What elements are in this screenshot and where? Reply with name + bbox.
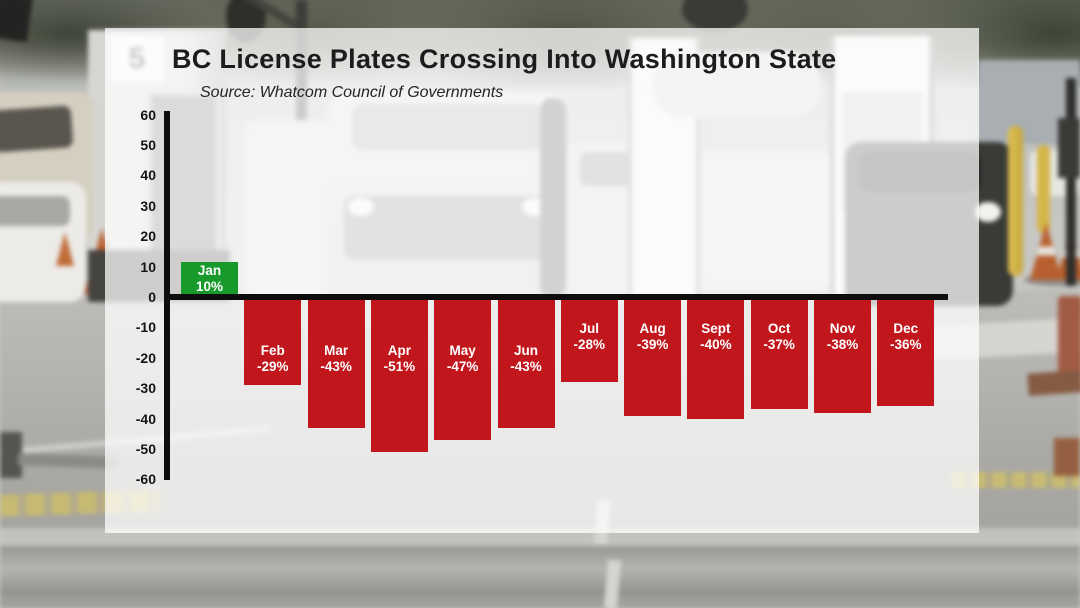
bar-label: Mar -43% bbox=[308, 343, 365, 375]
bar-value-label: -51% bbox=[383, 359, 416, 374]
bar-label: Aug -39% bbox=[624, 321, 681, 353]
bar-jul: Jul -28% bbox=[560, 297, 618, 383]
terracotta-barrier bbox=[1058, 296, 1080, 392]
zero-baseline bbox=[164, 294, 948, 300]
bar-value-label: -38% bbox=[826, 337, 859, 352]
bar-label: Feb -29% bbox=[244, 343, 301, 375]
bar-value-label: -40% bbox=[700, 337, 732, 352]
bar-month-label: Mar bbox=[324, 343, 349, 358]
bar-value-label: -36% bbox=[890, 337, 922, 352]
bar-value-label: -29% bbox=[257, 359, 289, 374]
bar-value-label: -39% bbox=[636, 337, 669, 352]
bar-aug: Aug -39% bbox=[624, 297, 682, 416]
brown-object-lower-right bbox=[1054, 438, 1080, 476]
bar-dec: Dec -36% bbox=[877, 297, 935, 407]
bar-value-label: 10% bbox=[195, 279, 224, 295]
bar-sept: Sept -40% bbox=[687, 297, 745, 419]
chart-panel-overlay bbox=[105, 28, 979, 533]
bar-value-label: -37% bbox=[763, 337, 795, 352]
y-tick-label: 20 bbox=[140, 228, 156, 245]
bar-month-label: Nov bbox=[829, 321, 856, 336]
white-suv-left-window bbox=[0, 196, 70, 226]
y-tick-label: -30 bbox=[135, 380, 156, 397]
bar-jan: Jan 10% bbox=[181, 261, 238, 297]
bar-mar: Mar -43% bbox=[307, 297, 365, 428]
y-tick-label: -20 bbox=[135, 349, 156, 366]
y-tick-label: 0 bbox=[148, 289, 156, 305]
bar-month-label: Feb bbox=[260, 343, 285, 358]
y-tick-label: 50 bbox=[140, 137, 156, 153]
bar-label: Sept -40% bbox=[687, 321, 744, 353]
bar-label: Dec -36% bbox=[877, 321, 934, 353]
bar-month-label: Sept bbox=[701, 321, 731, 336]
bar-label: Jul -28% bbox=[561, 321, 618, 353]
bar-month-label: Jun bbox=[513, 343, 538, 358]
bar-month-label: Oct bbox=[767, 321, 791, 336]
bar-month-label: Apr bbox=[387, 343, 412, 358]
bar-month-label: May bbox=[449, 343, 476, 358]
bar-label: May -47% bbox=[434, 343, 491, 375]
y-tick-label: 10 bbox=[140, 258, 156, 275]
bar-label: Oct -37% bbox=[751, 321, 808, 353]
y-tick-label: -40 bbox=[135, 410, 156, 427]
tactile-strip-right bbox=[952, 472, 1080, 488]
chart-title: BC License Plates Crossing Into Washingt… bbox=[172, 44, 837, 74]
bar-oct: Oct -37% bbox=[750, 297, 808, 410]
signal-box-right bbox=[1058, 118, 1080, 178]
bar-nov: Nov -38% bbox=[814, 297, 871, 413]
y-tick-label: -50 bbox=[135, 441, 156, 457]
bar-month-label: Dec bbox=[893, 321, 919, 336]
bar-apr: Apr -51% bbox=[370, 297, 428, 453]
y-tick-label: 40 bbox=[140, 167, 156, 184]
bar-label: Apr -51% bbox=[371, 343, 428, 375]
signal-pole-right bbox=[1066, 78, 1076, 286]
bar-value-label: -47% bbox=[446, 359, 479, 374]
y-tick-label: -10 bbox=[135, 319, 156, 336]
speed-bump bbox=[0, 546, 1080, 596]
bar-month-label: Jul bbox=[579, 321, 600, 336]
bar-label: Jan 10% bbox=[181, 262, 238, 297]
yellow-bollard-2 bbox=[1037, 145, 1050, 233]
y-tick-label: 30 bbox=[140, 197, 156, 214]
bar-may: May -47% bbox=[434, 297, 492, 440]
bar-month-label: Aug bbox=[639, 321, 666, 336]
bar-feb: Feb -29% bbox=[244, 297, 302, 386]
dark-suv-headlight bbox=[975, 202, 1001, 222]
bar-value-label: -28% bbox=[573, 337, 606, 352]
chart-source: Source: Whatcom Council of Governments bbox=[200, 84, 504, 101]
yellow-bollard-1 bbox=[1008, 126, 1023, 276]
bar-month-label: Jan bbox=[197, 263, 222, 279]
bar-value-label: -43% bbox=[320, 359, 352, 374]
bar-label: Nov -38% bbox=[814, 321, 871, 353]
y-tick-label: -60 bbox=[135, 471, 156, 488]
y-tick-label: 60 bbox=[140, 106, 156, 123]
bar-value-label: -43% bbox=[510, 359, 542, 374]
curb-block-bottom-left bbox=[0, 432, 22, 478]
bar-label: Jun -43% bbox=[498, 343, 555, 375]
bar-jun: Jun -43% bbox=[497, 297, 555, 428]
